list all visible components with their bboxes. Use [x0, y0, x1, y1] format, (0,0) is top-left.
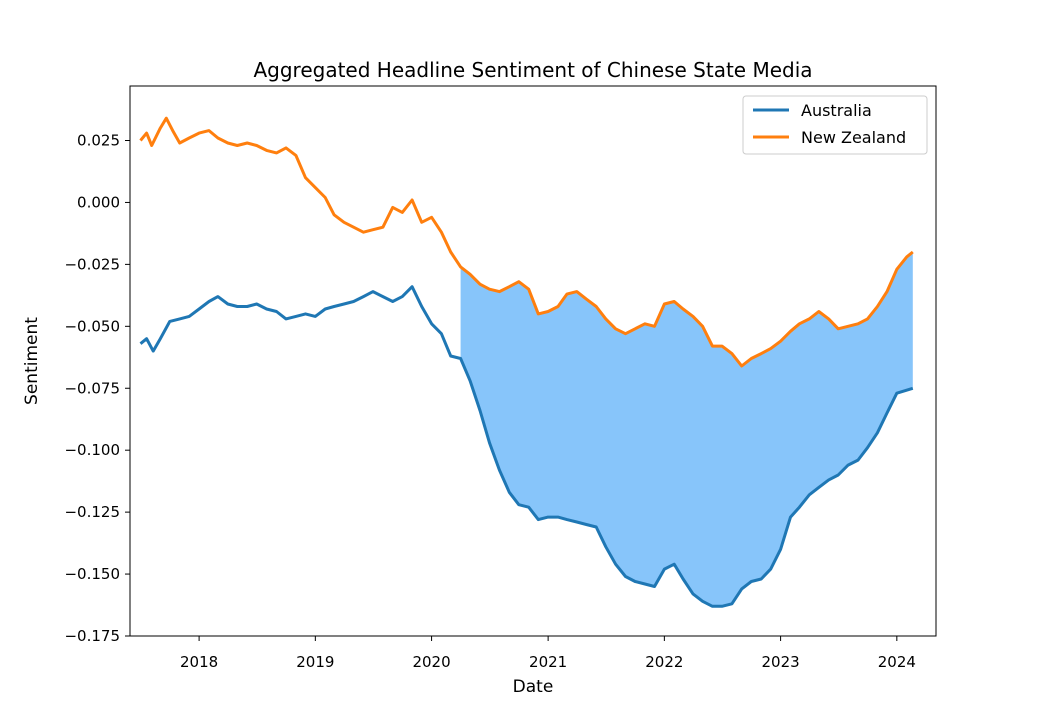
y-tick-label: −0.150	[64, 565, 120, 583]
legend-label-new-zealand: New Zealand	[801, 128, 906, 147]
x-tick-label: 2024	[878, 653, 916, 671]
y-tick-label: −0.175	[64, 627, 120, 645]
x-tick-label: 2018	[180, 653, 218, 671]
series-line-new-zealand	[139, 116, 914, 368]
x-tick-label: 2023	[762, 653, 800, 671]
x-tick-label: 2021	[529, 653, 567, 671]
y-tick-label: −0.025	[64, 255, 120, 273]
fill-between-area	[460, 252, 913, 607]
legend-label-australia: Australia	[801, 101, 872, 120]
x-axis-ticks: 2018 2019 2020 2021 2022 2023 2024	[180, 636, 916, 671]
y-tick-label: −0.075	[64, 379, 120, 397]
plot-frame	[129, 85, 937, 637]
series-layer	[139, 116, 914, 608]
y-axis-ticks: 0.025 0.000 −0.025 −0.050 −0.075 −0.100 −0.125…	[64, 132, 130, 645]
x-tick-label: 2022	[645, 653, 683, 671]
legend: Australia New Zealand	[742, 95, 928, 155]
y-tick-label: 0.000	[77, 193, 120, 211]
y-tick-label: −0.100	[64, 441, 120, 459]
fill-between-layer	[460, 252, 913, 607]
x-tick-label: 2019	[296, 653, 334, 671]
y-tick-label: −0.125	[64, 503, 120, 521]
x-tick-label: 2020	[412, 653, 450, 671]
series-line-australia	[139, 285, 914, 608]
chart-title: Aggregated Headline Sentiment of Chinese…	[253, 58, 812, 82]
y-axis-label: Sentiment	[22, 317, 42, 405]
y-tick-label: 0.025	[77, 132, 120, 150]
y-tick-label: −0.050	[64, 317, 120, 335]
x-axis-label: Date	[513, 677, 554, 697]
